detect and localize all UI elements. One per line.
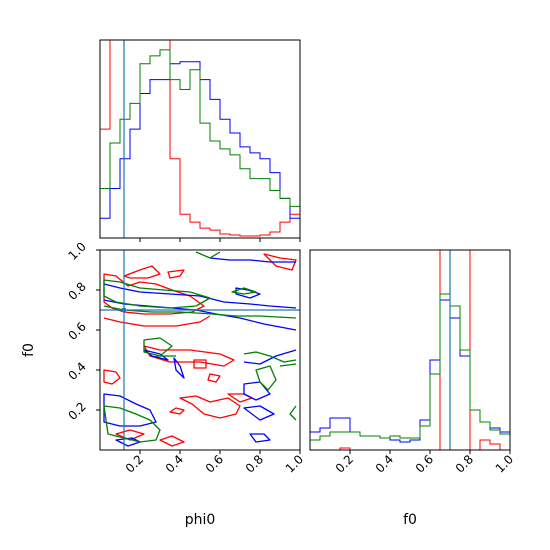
joint-truth-marker	[122, 308, 126, 312]
f0-hist-xtick-label-3: 0.8	[453, 452, 476, 475]
contour-series-2-path-10	[289, 405, 297, 421]
f0-hist-xtick-label-4: 1.0	[493, 452, 516, 475]
f0-hist-series-1	[310, 299, 510, 450]
joint-ytick-label-2: 0.6	[65, 319, 88, 342]
contour-series-0-path-8	[179, 395, 241, 419]
contour-series-0-path-0	[103, 273, 205, 315]
joint-ytick-label-4: 1.0	[65, 239, 88, 262]
contour-series-2-path-2	[195, 251, 221, 259]
contour-series-1-path-0	[103, 283, 297, 309]
contour-series-2-path-9	[103, 405, 161, 443]
contour-series-0-path-10	[103, 369, 121, 385]
contour-series-0-path-5	[143, 345, 235, 367]
joint-xtick-label-4: 1.0	[283, 452, 306, 475]
contour-series-2-path-8	[279, 363, 297, 367]
f0-hist-series-0	[310, 250, 510, 450]
f0-hist-xtick-label-2: 0.6	[413, 452, 436, 475]
joint-ylabel: f0	[21, 343, 37, 357]
contour-series-2-path-0	[103, 279, 211, 309]
joint-frame	[99, 249, 301, 451]
f0-hist-series-2	[310, 293, 510, 450]
phi0-hist-series-1	[100, 61, 300, 238]
phi0-hist-series-2	[100, 49, 300, 238]
contour-series-1-path-5	[173, 357, 185, 379]
contour-series-2-path-4	[143, 337, 173, 357]
f0-hist-xtick-label-0: 0.2	[333, 452, 356, 475]
joint-xlabel: phi0	[185, 512, 216, 528]
joint-plot-area	[100, 250, 300, 450]
contour-series-0-path-2	[123, 265, 161, 279]
contour-series-1-path-7	[243, 381, 271, 401]
f0-hist-frame	[309, 249, 511, 451]
joint-ytick-label-1: 0.4	[65, 359, 88, 382]
contour-series-0-path-13	[159, 435, 185, 447]
joint-xtick-label-2: 0.6	[203, 452, 226, 475]
contour-series-1-path-9	[103, 393, 157, 427]
contour-series-2-path-7	[255, 365, 277, 391]
contour-series-0-path-3	[167, 269, 185, 279]
contour-series-2-path-6	[243, 351, 297, 363]
joint-ytick-label-0: 0.2	[65, 399, 88, 422]
contour-series-0-path-1	[103, 315, 211, 327]
contour-series-0-path-6	[193, 359, 207, 369]
contour-series-1-path-6	[243, 349, 297, 365]
joint-xtick-label-0: 0.2	[123, 452, 146, 475]
contour-series-0-path-11	[169, 407, 185, 415]
f0-hist-plot-area	[310, 250, 510, 450]
contour-series-0-path-7	[207, 373, 221, 383]
f0-hist-xtick-label-1: 0.4	[373, 452, 396, 475]
contour-series-1-path-11	[249, 433, 271, 443]
contour-series-1-path-2	[209, 257, 296, 263]
joint-ytick-label-3: 0.8	[65, 279, 88, 302]
phi0-hist-series-0	[100, 40, 300, 238]
contour-series-2-path-3	[231, 287, 257, 295]
joint-xtick-label-1: 0.4	[163, 452, 186, 475]
phi0-hist-frame	[99, 39, 301, 239]
joint-xtick-label-3: 0.8	[243, 452, 266, 475]
f0-hist-xlabel: f0	[403, 512, 417, 528]
contour-series-1-path-8	[243, 405, 275, 421]
phi0-hist-plot-area	[100, 40, 300, 238]
contour-series-0-path-4	[263, 253, 297, 271]
